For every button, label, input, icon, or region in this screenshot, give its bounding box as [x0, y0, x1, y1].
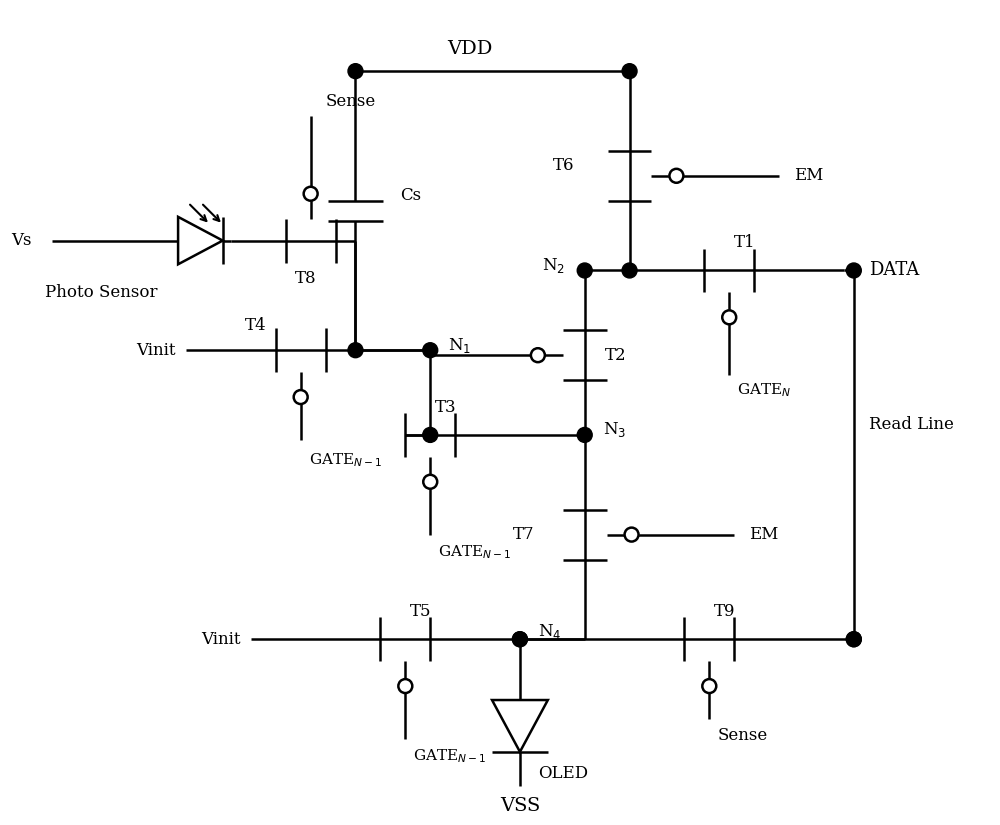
Circle shape [398, 679, 412, 693]
Text: T5: T5 [410, 603, 432, 620]
Text: EM: EM [749, 526, 779, 543]
Circle shape [423, 475, 437, 488]
Text: Cs: Cs [400, 187, 421, 205]
Text: T7: T7 [513, 526, 535, 543]
Text: Read Line: Read Line [869, 417, 954, 433]
Circle shape [304, 186, 318, 200]
Text: GATE$_{N-1}$: GATE$_{N-1}$ [309, 451, 382, 469]
Text: EM: EM [794, 167, 823, 184]
Circle shape [846, 632, 861, 647]
Circle shape [625, 528, 639, 541]
Text: T8: T8 [295, 270, 316, 287]
Circle shape [577, 263, 592, 278]
Circle shape [722, 310, 736, 324]
Text: VSS: VSS [500, 797, 540, 814]
Text: N$_3$: N$_3$ [603, 421, 626, 440]
Circle shape [669, 169, 683, 183]
Circle shape [846, 263, 861, 278]
Text: Sense: Sense [326, 92, 376, 110]
Circle shape [294, 390, 308, 404]
Circle shape [622, 64, 637, 78]
Circle shape [348, 64, 363, 78]
Text: N$_2$: N$_2$ [542, 256, 565, 275]
Text: OLED: OLED [538, 766, 588, 782]
Text: Vinit: Vinit [137, 342, 176, 359]
Circle shape [512, 632, 527, 647]
Circle shape [577, 427, 592, 442]
Text: N$_1$: N$_1$ [448, 336, 471, 355]
Text: Vs: Vs [11, 232, 32, 249]
Text: GATE$_{N-1}$: GATE$_{N-1}$ [413, 747, 487, 765]
Circle shape [622, 263, 637, 278]
Text: N$_4$: N$_4$ [538, 622, 561, 641]
Text: T1: T1 [734, 234, 756, 251]
Text: Photo Sensor: Photo Sensor [45, 284, 158, 301]
Circle shape [531, 348, 545, 362]
Circle shape [512, 632, 527, 647]
Text: T6: T6 [553, 158, 575, 174]
Text: GATE$_{N-1}$: GATE$_{N-1}$ [438, 544, 512, 561]
Text: T9: T9 [714, 603, 736, 620]
Text: Vinit: Vinit [201, 631, 241, 648]
Text: DATA: DATA [869, 262, 919, 280]
Text: Sense: Sense [717, 728, 768, 744]
Text: T3: T3 [435, 398, 457, 416]
Circle shape [423, 427, 438, 442]
Circle shape [423, 342, 438, 358]
Text: T2: T2 [605, 346, 626, 364]
Text: T4: T4 [245, 317, 267, 334]
Text: GATE$_N$: GATE$_N$ [737, 381, 792, 399]
Text: VDD: VDD [447, 40, 493, 59]
Circle shape [846, 632, 861, 647]
Circle shape [702, 679, 716, 693]
Circle shape [348, 342, 363, 358]
